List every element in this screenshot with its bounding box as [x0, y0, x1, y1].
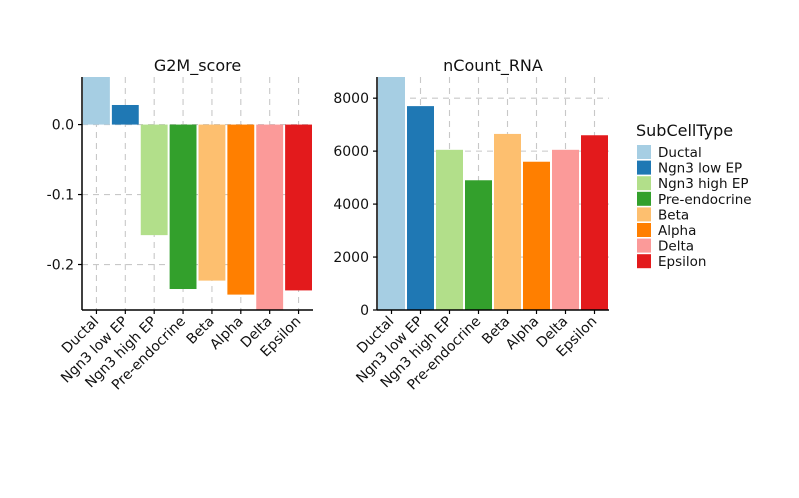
legend-label: Epsilon [658, 254, 706, 270]
ncount-y-tick-label: 2000 [333, 250, 369, 266]
ncount-bar-ngn3-low-ep [407, 106, 434, 310]
g2m-y-tick-label: 0.0 [52, 118, 74, 134]
g2m-bar-beta [198, 124, 226, 281]
legend-swatch-delta [637, 238, 651, 253]
ncount-y-tick-label: 0 [360, 303, 369, 319]
ncount-bar-beta [494, 133, 521, 310]
ncount-y-tick-label: 8000 [333, 91, 369, 107]
g2m-x-tick-label: Alpha [207, 314, 246, 353]
legend-swatch-epsilon [637, 254, 651, 269]
legend-label: Ngn3 low EP [658, 161, 742, 177]
ncount-bar-delta [552, 149, 579, 310]
legend-swatch-ngn3-low-ep [637, 160, 651, 175]
ncount-bar-ductal [378, 77, 405, 310]
legend-swatch-pre-endocrine [637, 191, 651, 206]
ncount-bar-alpha [523, 161, 550, 310]
g2m-bar-ngn3-low-ep [111, 104, 139, 125]
legend-swatch-beta [637, 207, 651, 222]
ncount-x-tick-label: Alpha [503, 314, 542, 353]
legend-label: Alpha [658, 223, 696, 239]
g2m-bar-pre-endocrine [169, 124, 197, 290]
g2m-bar-ductal [83, 77, 110, 125]
g2m-y-tick-label: -0.2 [47, 258, 74, 274]
legend-label: Ductal [658, 145, 702, 161]
legend-swatch-alpha [637, 223, 651, 237]
ncount-bar-epsilon [581, 135, 608, 310]
ncount-y-tick-label: 6000 [333, 144, 369, 160]
ncount-y-tick-label: 4000 [333, 197, 369, 213]
g2m-bar-ngn3-high-ep [140, 124, 168, 236]
g2m-bar-delta [256, 124, 284, 310]
legend-label: Pre-endocrine [658, 192, 752, 208]
ncount-bar-ngn3-high-ep [436, 149, 463, 310]
legend-swatch-ductal [637, 145, 651, 159]
g2m-y-tick-label: -0.1 [47, 188, 74, 204]
legend-swatch-ngn3-high-ep [637, 176, 651, 191]
ncount-bar-pre-endocrine [465, 180, 492, 310]
legend-label: Delta [658, 239, 694, 255]
g2m-bar-epsilon [285, 124, 312, 291]
ncount-panel-title: nCount_RNA [443, 56, 543, 76]
legend-title: SubCellType [636, 121, 733, 140]
legend-label: Ngn3 high EP [658, 176, 749, 192]
legend-label: Beta [658, 207, 689, 223]
g2m-bar-alpha [227, 124, 255, 295]
g2m-panel-title: G2M_score [154, 56, 241, 76]
